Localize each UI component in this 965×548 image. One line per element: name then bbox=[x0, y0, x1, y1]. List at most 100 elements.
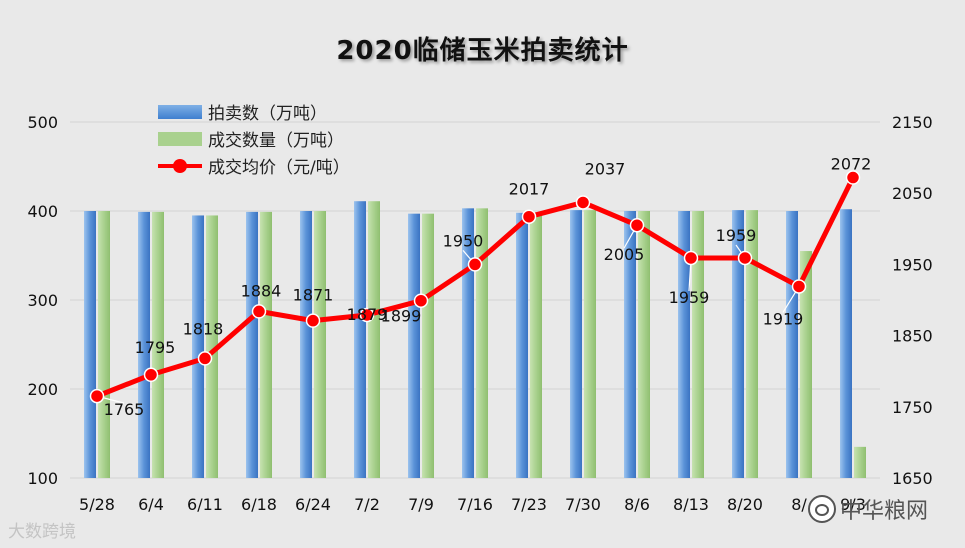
y-left-tick-label: 100 bbox=[27, 469, 58, 488]
y-left-tick-label: 500 bbox=[27, 113, 58, 132]
bar-auction bbox=[462, 208, 474, 478]
legend-label-deal-volume: 成交数量（万吨） bbox=[208, 131, 344, 151]
bar-deal-volume bbox=[368, 201, 380, 478]
price-data-label: 2017 bbox=[509, 180, 550, 199]
bar-deal-volume bbox=[260, 211, 272, 478]
legend-item-deal-volume: 成交数量（万吨） bbox=[158, 125, 350, 152]
x-tick-label: 8/6 bbox=[624, 495, 650, 514]
price-data-label: 1871 bbox=[293, 286, 334, 305]
x-tick-label: 6/18 bbox=[241, 495, 277, 514]
price-data-label: 1795 bbox=[135, 338, 176, 357]
y-right-tick-label: 1750 bbox=[892, 398, 933, 417]
x-tick-label: 6/4 bbox=[138, 495, 164, 514]
legend-swatch-line bbox=[158, 158, 202, 173]
bar-auction bbox=[678, 211, 690, 478]
price-data-label: 1959 bbox=[669, 288, 710, 307]
y-left-tick-label: 300 bbox=[27, 291, 58, 310]
bar-auction bbox=[246, 211, 258, 478]
bar-auction bbox=[354, 201, 366, 478]
y-left-tick-label: 200 bbox=[27, 380, 58, 399]
bar-deal-volume bbox=[476, 208, 488, 478]
price-point bbox=[521, 209, 537, 224]
x-tick-label: 7/9 bbox=[408, 495, 434, 514]
y-right-tick-label: 2150 bbox=[892, 113, 933, 132]
x-tick-label: 7/2 bbox=[354, 495, 380, 514]
bar-auction bbox=[84, 211, 96, 478]
price-point bbox=[683, 250, 699, 266]
bar-deal-volume bbox=[314, 211, 326, 478]
price-point bbox=[359, 307, 375, 323]
x-tick-label: 8/13 bbox=[673, 495, 709, 514]
bar-auction bbox=[138, 211, 150, 478]
bar-deal-volume bbox=[206, 215, 218, 478]
x-tick-label: 7/23 bbox=[511, 495, 547, 514]
legend-item-avg-price: 成交均价（元/吨） bbox=[158, 152, 350, 179]
legend-swatch-green bbox=[158, 131, 202, 146]
x-tick-label: 8/20 bbox=[727, 495, 763, 514]
bar-deal-volume bbox=[692, 211, 704, 478]
price-point bbox=[305, 313, 321, 328]
x-tick-label: 6/11 bbox=[187, 495, 223, 514]
x-tick-label: 9/3 bbox=[840, 495, 866, 514]
bar-deal-volume bbox=[152, 211, 164, 478]
price-point bbox=[575, 195, 591, 210]
watermark-left: 大数跨境 bbox=[8, 522, 76, 542]
price-data-label: 1765 bbox=[104, 400, 145, 419]
price-data-label: 2072 bbox=[831, 155, 872, 174]
y-left-tick-label: 400 bbox=[27, 202, 58, 221]
price-data-label: 1879 bbox=[347, 305, 388, 324]
x-tick-label: 5/28 bbox=[79, 495, 115, 514]
x-tick-label: 7/30 bbox=[565, 495, 601, 514]
price-point bbox=[143, 367, 159, 383]
wechat-icon bbox=[808, 495, 836, 523]
price-point bbox=[629, 217, 645, 233]
bar-deal-volume bbox=[638, 211, 650, 478]
y-right-tick-label: 1950 bbox=[892, 255, 933, 274]
x-tick-label: 8/ bbox=[791, 495, 807, 514]
y-right-tick-label: 2050 bbox=[892, 184, 933, 203]
bar-auction bbox=[840, 209, 852, 478]
price-point bbox=[89, 388, 105, 404]
watermark-right-text: 中华粮网 bbox=[840, 499, 929, 524]
bar-auction bbox=[516, 212, 528, 478]
bar-auction bbox=[786, 211, 798, 478]
legend-label-avg-price: 成交均价（元/吨） bbox=[208, 158, 350, 178]
legend-label-auction: 拍卖数（万吨） bbox=[208, 104, 327, 124]
price-point bbox=[791, 279, 807, 294]
bar-deal-volume bbox=[584, 210, 596, 479]
price-data-label: 1884 bbox=[241, 281, 282, 300]
bar-deal-volume bbox=[746, 210, 758, 479]
price-point bbox=[197, 351, 213, 366]
y-right-tick-label: 1650 bbox=[892, 469, 933, 488]
legend-swatch-blue bbox=[158, 104, 202, 119]
bar-deal-volume bbox=[422, 213, 434, 479]
price-data-label: 2037 bbox=[585, 159, 626, 178]
price-data-label: 1919 bbox=[763, 309, 804, 328]
x-tick-label: 7/16 bbox=[457, 495, 493, 514]
price-data-label: 1950 bbox=[443, 231, 484, 250]
bar-auction bbox=[192, 215, 204, 478]
x-tick-label: 6/24 bbox=[295, 495, 331, 514]
legend-item-auction: 拍卖数（万吨） bbox=[158, 98, 350, 125]
price-point bbox=[845, 170, 861, 185]
price-data-label: 1899 bbox=[381, 307, 422, 326]
bar-auction bbox=[408, 213, 420, 479]
bar-auction bbox=[570, 210, 582, 479]
bar-deal-volume bbox=[800, 251, 812, 478]
chart-title: 2020临储玉米拍卖统计 bbox=[336, 36, 629, 66]
price-data-label: 2005 bbox=[604, 245, 645, 264]
bar-auction bbox=[300, 211, 312, 478]
watermark-right: 中华粮网 bbox=[808, 493, 928, 525]
bar-auction bbox=[624, 211, 636, 478]
price-data-label: 1818 bbox=[183, 319, 224, 338]
price-point bbox=[251, 304, 267, 319]
price-point bbox=[413, 293, 429, 308]
price-point bbox=[737, 250, 753, 266]
price-point bbox=[467, 257, 483, 272]
y-right-tick-label: 1850 bbox=[892, 327, 933, 346]
bar-auction bbox=[732, 210, 744, 479]
bar-deal-volume bbox=[854, 446, 866, 478]
bar-deal-volume bbox=[530, 212, 542, 478]
